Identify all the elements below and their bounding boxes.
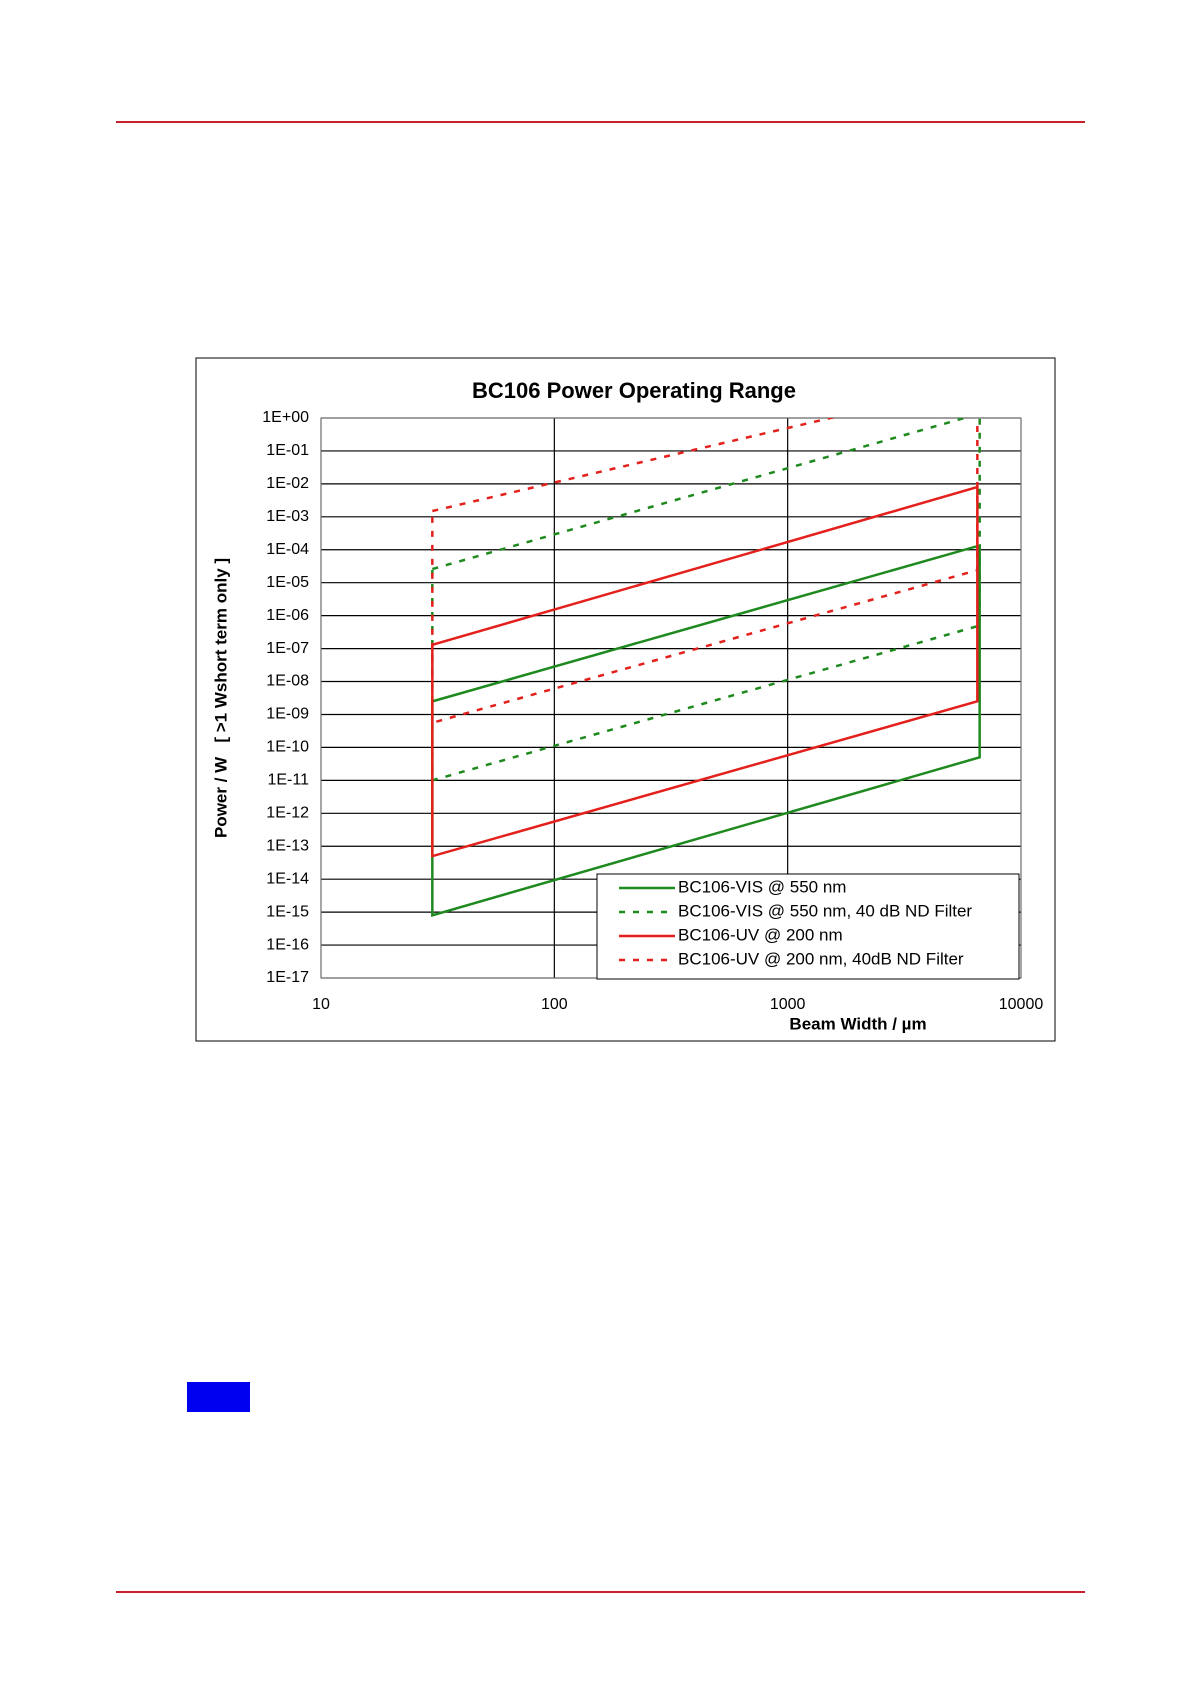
y-tick-label: 1E-02 [266, 475, 309, 492]
header-rule [116, 121, 1085, 123]
blue-marker [187, 1382, 250, 1412]
legend-label: BC106-VIS @ 550 nm, 40 dB ND Filter [678, 901, 972, 920]
series-line [431, 418, 979, 725]
legend-box [596, 873, 1020, 980]
y-tick-label: 1E-17 [266, 969, 309, 986]
y-axis-label: Power / W [ >1 Wshort term only ] [211, 558, 230, 838]
series-line [431, 485, 979, 858]
y-tick-label: 1E-03 [266, 508, 309, 525]
y-tick-label: 1E-08 [266, 673, 309, 690]
footer-rule [116, 1591, 1085, 1593]
y-tick-label: 1E-13 [266, 837, 309, 854]
x-tick-label: 10000 [999, 996, 1044, 1013]
series-line [431, 418, 981, 783]
x-tick-label: 1000 [770, 996, 806, 1013]
y-tick-label: 1E-09 [266, 706, 309, 723]
x-tick-label: 10 [312, 996, 330, 1013]
y-tick-label: 1E-16 [266, 936, 309, 953]
y-tick-label: 1E-01 [266, 442, 309, 459]
legend-label: BC106-UV @ 200 nm, 40dB ND Filter [678, 949, 964, 968]
chart-title: BC106 Power Operating Range [472, 378, 796, 403]
x-tick-label: 100 [541, 996, 568, 1013]
y-tick-label: 1E+00 [262, 409, 309, 426]
series-group [431, 418, 981, 917]
legend-label: BC106-UV @ 200 nm [678, 925, 843, 944]
y-tick-label: 1E-14 [266, 870, 309, 887]
y-tick-label: 1E-04 [266, 541, 309, 558]
y-tick-label: 1E-05 [266, 574, 309, 591]
legend-label: BC106-VIS @ 550 nm [678, 877, 846, 896]
y-tick-label: 1E-07 [266, 640, 309, 657]
y-tick-label: 1E-15 [266, 903, 309, 920]
y-tick-label: 1E-06 [266, 607, 309, 624]
y-tick-label: 1E-10 [266, 739, 309, 756]
x-axis-label: Beam Width / µm [789, 1014, 926, 1033]
y-tick-label: 1E-12 [266, 805, 309, 822]
y-tick-label: 1E-11 [267, 772, 309, 789]
